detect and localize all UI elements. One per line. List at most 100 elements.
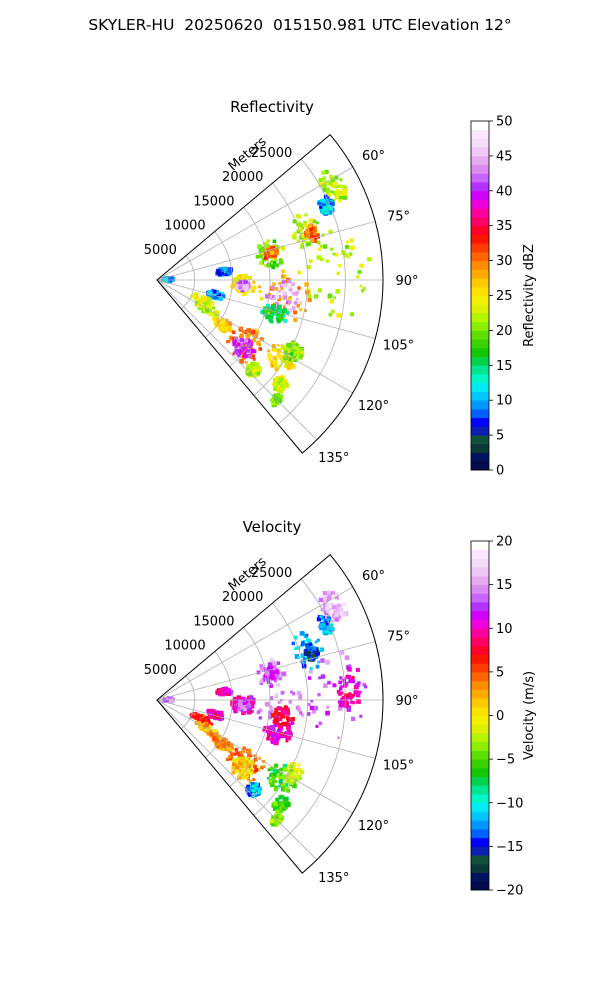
echo-cell (281, 721, 286, 727)
echo-cell (279, 258, 283, 262)
echo-cell (249, 704, 255, 709)
echo-cell (236, 751, 240, 756)
echo-cell (304, 651, 309, 656)
echo-cell (321, 170, 326, 175)
echo-cell (338, 198, 342, 203)
echo-cell (298, 695, 302, 700)
echo-cell (280, 345, 285, 350)
echo-cell (248, 354, 252, 358)
echo-cell (228, 742, 234, 748)
echo-cell (283, 294, 288, 298)
echo-cell (339, 178, 343, 182)
echo-cell (278, 795, 283, 800)
echo-cell (330, 208, 335, 213)
echo-cell (266, 315, 270, 319)
echo-cell (227, 327, 232, 332)
echo-cell (329, 174, 333, 179)
echo-cell (213, 319, 218, 323)
echo-cell (312, 219, 316, 224)
echo-cell (270, 315, 274, 319)
echo-cell (228, 690, 233, 695)
echo-cell (293, 231, 297, 235)
echo-cell (271, 305, 276, 310)
echo-cell (222, 267, 228, 273)
echo-cell (322, 188, 327, 192)
echo-cell (274, 780, 278, 783)
echo-cell (337, 184, 342, 188)
echo-cell (283, 364, 287, 368)
echo-cell (291, 234, 296, 238)
echo-cell (286, 729, 290, 733)
echo-cell (272, 256, 277, 260)
echo-cell (328, 229, 333, 234)
echo-cell (234, 759, 240, 765)
echo-cell (260, 765, 264, 770)
echo-cell (342, 602, 347, 607)
echo-cell (345, 245, 349, 249)
echo-cell (308, 226, 314, 232)
echo-cell (339, 607, 344, 612)
colorbar-tick-label: 15 (496, 359, 513, 374)
echo-cell (293, 774, 297, 778)
colorbar-tick-label: 45 (496, 149, 513, 164)
echo-cell (322, 244, 328, 249)
echo-cell (277, 701, 281, 704)
echo-cell (221, 743, 226, 748)
echo-cell (215, 317, 219, 321)
echo-cell (275, 376, 281, 381)
echo-cell (222, 737, 227, 742)
echo-cell (364, 685, 368, 689)
echo-cell (293, 301, 298, 305)
echo-cell (277, 385, 281, 390)
echo-cell (245, 786, 250, 792)
echo-cell (288, 775, 292, 780)
echo-cell (276, 769, 280, 773)
echo-cell (200, 299, 204, 303)
colorbar-tick-label: 0 (496, 709, 504, 724)
echo-cell (322, 199, 326, 203)
echo-cell (241, 284, 245, 288)
echo-cell (290, 352, 294, 356)
echo-cell (355, 683, 360, 688)
echo-cell (305, 233, 310, 238)
echo-cell (246, 333, 251, 337)
echo-cell (355, 668, 360, 673)
echo-cell (319, 615, 323, 619)
colorbar-segment (471, 767, 489, 777)
azimuth-tick-label: 120° (358, 399, 389, 414)
echo-cell (310, 699, 314, 703)
echo-cell (326, 595, 332, 601)
echo-cell (250, 361, 255, 366)
echo-cell (258, 289, 262, 294)
echo-cell (267, 736, 271, 740)
echo-cell (333, 296, 336, 300)
colorbar-segment (471, 339, 489, 349)
echo-cell (269, 246, 274, 251)
echo-cell (286, 363, 291, 368)
echo-cell (320, 606, 325, 612)
echo-cell (335, 595, 339, 600)
echo-cell (269, 780, 272, 784)
echo-cell (270, 724, 275, 730)
echo-cell (261, 678, 266, 682)
colorbar-tick-label: 0 (496, 464, 504, 479)
echo-cell (242, 339, 247, 344)
colorbar-tick-label: 20 (496, 535, 513, 550)
echo-cell (243, 343, 246, 346)
echo-cell (246, 784, 250, 788)
echo-cell (307, 676, 312, 680)
echo-cell (277, 801, 283, 807)
echo-cell (247, 277, 251, 280)
echo-cell (294, 351, 300, 356)
colorbar-segment (471, 417, 489, 427)
echo-cell (324, 619, 328, 623)
echo-cell (218, 296, 223, 301)
echo-cell (308, 218, 313, 223)
echo-cell (231, 281, 235, 285)
echo-cell (238, 276, 242, 279)
echo-cell (274, 732, 278, 736)
echo-cell (310, 231, 314, 235)
echo-cell (270, 307, 276, 313)
echo-cell (320, 658, 325, 663)
echo-cell (244, 338, 249, 343)
